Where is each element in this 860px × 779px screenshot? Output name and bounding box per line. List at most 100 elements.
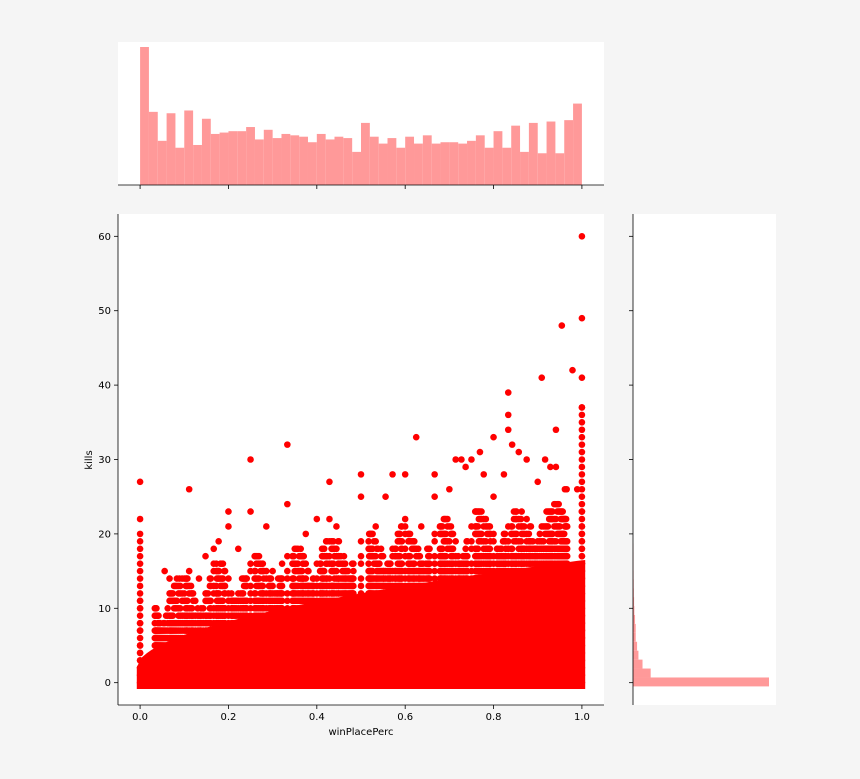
scatter-point	[380, 553, 387, 560]
scatter-point	[320, 553, 327, 560]
scatter-point	[579, 650, 586, 657]
scatter-point	[350, 590, 357, 597]
scatter-point	[464, 560, 471, 567]
scatter-point	[328, 568, 335, 575]
scatter-point	[483, 516, 490, 523]
scatter-point	[198, 627, 205, 634]
scatter-point	[137, 590, 144, 597]
scatter-point	[137, 642, 144, 649]
scatter-point	[372, 523, 379, 530]
scatter-point	[350, 575, 357, 582]
scatter-point	[328, 538, 335, 545]
scatter-point	[387, 583, 394, 590]
scatter-point	[448, 545, 455, 552]
scatter-point	[533, 545, 540, 552]
top-hist-bar	[485, 148, 494, 185]
scatter-point	[559, 508, 566, 515]
scatter-point	[396, 568, 403, 575]
scatter-point	[564, 553, 571, 560]
scatter-point	[537, 531, 544, 538]
scatter-point	[299, 568, 306, 575]
scatter-point	[476, 516, 483, 523]
top-hist-bar	[520, 152, 529, 185]
scatter-point	[464, 575, 471, 582]
scatter-point	[373, 598, 380, 605]
scatter-point	[448, 553, 455, 560]
scatter-point	[513, 531, 520, 538]
scatter-point	[274, 598, 281, 605]
scatter-point	[358, 553, 365, 560]
scatter-point	[137, 516, 144, 523]
scatter-point	[457, 583, 464, 590]
scatter-point	[564, 523, 571, 530]
scatter-point	[215, 538, 222, 545]
top-marginal-histogram	[118, 42, 604, 189]
scatter-point	[431, 471, 438, 478]
scatter-point	[167, 590, 174, 597]
scatter-point	[259, 612, 266, 619]
scatter-point	[251, 612, 258, 619]
scatter-point	[358, 598, 365, 605]
scatter-point	[579, 657, 586, 664]
right-hist-bar	[633, 677, 769, 686]
scatter-point	[182, 583, 189, 590]
scatter-point	[137, 605, 144, 612]
scatter-point	[426, 560, 433, 567]
scatter-point	[579, 523, 586, 530]
top-hist-bar	[432, 144, 441, 185]
scatter-point	[350, 560, 357, 567]
scatter-point	[402, 471, 409, 478]
scatter-point	[538, 374, 545, 381]
scatter-point	[405, 568, 412, 575]
scatter-point	[569, 367, 576, 374]
scatter-point	[137, 635, 144, 642]
scatter-point	[464, 568, 471, 575]
scatter-point	[152, 635, 159, 642]
scatter-point	[251, 568, 258, 575]
scatter-point	[247, 508, 254, 515]
scatter-point	[579, 620, 586, 627]
scatter-point	[335, 598, 342, 605]
scatter-point	[405, 583, 412, 590]
top-hist-bar	[555, 153, 564, 185]
scatter-point	[548, 538, 555, 545]
scatter-point	[464, 583, 471, 590]
scatter-point	[213, 568, 220, 575]
y-tick-label: 30	[98, 455, 111, 466]
top-hist-bar	[414, 144, 423, 185]
scatter-point	[579, 545, 586, 552]
right-hist-background	[633, 214, 776, 705]
scatter-point	[405, 590, 412, 597]
scatter-point	[196, 575, 203, 582]
scatter-point	[172, 605, 179, 612]
scatter-point	[389, 471, 396, 478]
scatter-point	[328, 560, 335, 567]
scatter-point	[350, 598, 357, 605]
scatter-point	[335, 583, 342, 590]
scatter-point	[564, 568, 571, 575]
scatter-point	[296, 612, 303, 619]
scatter-point	[448, 568, 455, 575]
top-hist-bar	[502, 148, 511, 185]
top-hist-bar	[255, 139, 264, 185]
scatter-point	[137, 479, 144, 486]
scatter-point	[137, 553, 144, 560]
scatter-point	[518, 516, 525, 523]
y-axis-label: kills	[84, 450, 95, 469]
top-hist-bar	[140, 47, 149, 185]
scatter-point	[350, 568, 357, 575]
right-hist-bar	[633, 633, 636, 642]
scatter-point	[382, 493, 389, 500]
scatter-point	[437, 523, 444, 530]
scatter-point	[487, 531, 494, 538]
scatter-point	[240, 620, 247, 627]
scatter-point	[228, 612, 235, 619]
scatter-point	[487, 538, 494, 545]
scatter-point	[540, 538, 547, 545]
top-hist-bar	[220, 133, 229, 185]
scatter-point	[268, 583, 275, 590]
scatter-point	[490, 434, 497, 441]
scatter-point	[198, 605, 205, 612]
scatter-point	[335, 590, 342, 597]
scatter-point	[202, 590, 209, 597]
